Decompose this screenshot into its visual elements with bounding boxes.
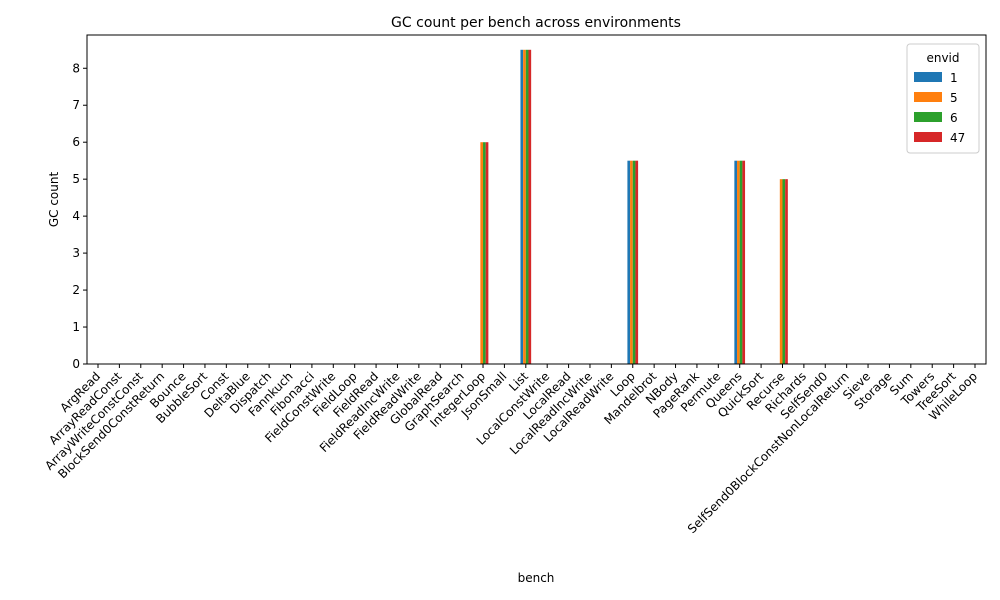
y-tick-label: 8 bbox=[72, 61, 80, 75]
x-axis-label: bench bbox=[518, 571, 555, 585]
y-axis-label: GC count bbox=[47, 172, 61, 228]
bar-Loop-envid-5 bbox=[630, 160, 633, 364]
legend-label: 1 bbox=[950, 71, 958, 85]
x-axis: ArgReadArrayReadConstArrayWriteConstCons… bbox=[42, 364, 980, 536]
y-tick-label: 6 bbox=[72, 135, 80, 149]
bar-List-envid-47 bbox=[528, 49, 532, 364]
legend-swatch bbox=[914, 72, 942, 82]
bar-Loop-envid-47 bbox=[635, 160, 639, 364]
bar-Loop-envid-6 bbox=[632, 160, 636, 364]
bar-List-envid-6 bbox=[525, 49, 529, 364]
bar-Recurse-envid-6 bbox=[782, 179, 786, 364]
legend-label: 47 bbox=[950, 131, 965, 145]
bar-IntegerLoop-envid-47 bbox=[485, 142, 489, 364]
bar-Queens-envid-1 bbox=[734, 160, 738, 364]
y-tick-label: 7 bbox=[72, 98, 80, 112]
bar-IntegerLoop-envid-6 bbox=[483, 142, 486, 364]
legend-title: envid bbox=[926, 51, 959, 65]
bar-Recurse-envid-47 bbox=[785, 179, 788, 364]
legend-items: 1 5 6 47 bbox=[914, 71, 965, 145]
bar-List-envid-1 bbox=[520, 49, 524, 364]
bar-IntegerLoop-envid-5 bbox=[480, 142, 484, 364]
legend-frame bbox=[906, 43, 980, 154]
bar-Queens-envid-47 bbox=[742, 160, 746, 364]
legend-swatch bbox=[914, 112, 942, 122]
y-axis: 0 1 2 3 4 5 6 7 8 bbox=[72, 61, 87, 371]
bars-layer bbox=[480, 49, 788, 364]
legend-label: 5 bbox=[950, 91, 958, 105]
bar-Loop-envid-1 bbox=[627, 160, 631, 364]
plot-area-frame bbox=[86, 34, 987, 365]
bar-List-envid-5 bbox=[523, 49, 526, 364]
y-tick-label: 0 bbox=[72, 357, 80, 371]
bar-Queens-envid-5 bbox=[737, 160, 740, 364]
y-tick-label: 3 bbox=[72, 246, 80, 260]
legend: envid 1 5 6 47 bbox=[906, 43, 980, 154]
bar-Queens-envid-6 bbox=[739, 160, 743, 364]
legend-swatch bbox=[914, 132, 942, 142]
legend-swatch bbox=[914, 92, 942, 102]
y-tick-label: 1 bbox=[72, 320, 80, 334]
bar-Recurse-envid-5 bbox=[779, 179, 783, 364]
y-tick-label: 5 bbox=[72, 172, 80, 186]
chart-title: GC count per bench across environments bbox=[391, 15, 681, 31]
y-tick-label: 2 bbox=[72, 283, 80, 297]
y-tick-label: 4 bbox=[72, 209, 80, 223]
legend-label: 6 bbox=[950, 111, 958, 125]
